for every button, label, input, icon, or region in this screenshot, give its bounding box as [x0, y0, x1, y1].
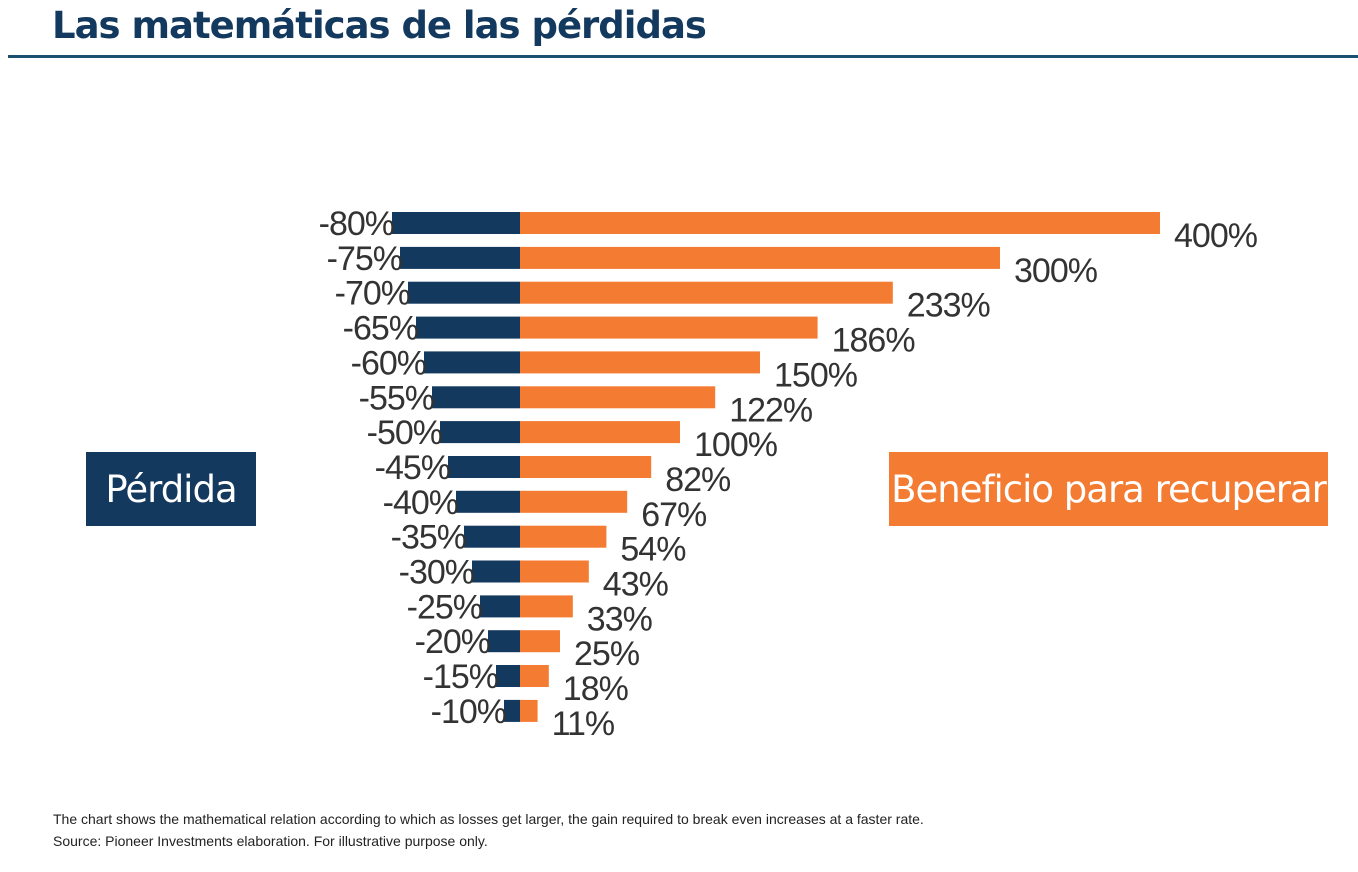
- gain-labels: 400% 300% 233%186%150%122%100%82%67%54%43%…: [552, 217, 1259, 743]
- legend-gain-label: Beneficio para recuperar: [889, 452, 1328, 526]
- gain-bar: [520, 212, 1160, 234]
- loss-bar: [496, 665, 520, 687]
- title-rule: [8, 55, 1358, 58]
- gain-label: 33%: [587, 600, 653, 638]
- loss-label: -65%: [343, 310, 419, 348]
- gain-label: 400%: [1174, 217, 1258, 255]
- gain-label: 100%: [694, 426, 778, 464]
- loss-bar: [448, 456, 520, 478]
- loss-label: -50%: [367, 414, 443, 452]
- loss-label: -10%: [431, 693, 507, 731]
- gain-label: 82%: [665, 461, 731, 499]
- loss-label: -60%: [351, 344, 427, 382]
- loss-label: -45%: [375, 449, 451, 487]
- loss-bar: [464, 525, 520, 548]
- gain-bar: [520, 456, 652, 478]
- gain-bar: [520, 525, 607, 548]
- loss-bar: [440, 421, 520, 444]
- loss-label: -20%: [415, 623, 491, 661]
- gain-bar: [520, 386, 716, 409]
- footnote-description: The chart shows the mathematical relatio…: [53, 811, 924, 827]
- loss-label: -35%: [391, 519, 467, 557]
- gain-label: 18%: [563, 670, 629, 708]
- loss-bars: [392, 212, 520, 722]
- loss-label: -70%: [335, 275, 411, 313]
- gain-bar: [520, 595, 573, 618]
- loss-label: -55%: [359, 379, 435, 417]
- loss-bar: [392, 212, 520, 234]
- loss-bar: [408, 281, 520, 304]
- loss-label: -15%: [423, 658, 499, 696]
- loss-bar: [480, 595, 520, 618]
- diverging-bar-chart: -80%-75%-70%-65%-60%-55%-50%-45%-40%-35%…: [319, 205, 1259, 743]
- gain-label: 11%: [552, 705, 615, 743]
- gain-label: 233%: [907, 287, 991, 325]
- loss-bar: [488, 630, 520, 653]
- legend-loss-label: Pérdida: [86, 452, 256, 526]
- gain-bar: [520, 490, 628, 513]
- footnote-source: Source: Pioneer Investments elaboration.…: [53, 833, 488, 849]
- gain-label: 300%: [1014, 252, 1098, 290]
- gain-label: 67%: [641, 496, 707, 534]
- loss-bar: [424, 351, 520, 374]
- loss-label: -25%: [407, 588, 483, 626]
- gain-bar: [520, 246, 1000, 269]
- gain-label: 43%: [603, 566, 669, 604]
- loss-bar: [400, 246, 520, 269]
- gain-bar: [520, 421, 680, 444]
- loss-bar: [432, 386, 520, 409]
- loss-label: -40%: [383, 484, 459, 522]
- loss-label: -80%: [319, 205, 395, 243]
- gain-bar: [520, 665, 549, 687]
- gain-label: 186%: [832, 322, 916, 360]
- loss-label: -30%: [399, 554, 475, 592]
- loss-labels: -80%-75%-70%-65%-60%-55%-50%-45%-40%-35%…: [319, 205, 508, 731]
- loss-bar: [472, 560, 520, 583]
- gain-bar: [520, 630, 560, 653]
- loss-bar: [456, 490, 520, 513]
- gain-label: 122%: [729, 391, 813, 429]
- gain-label: 25%: [574, 635, 640, 673]
- loss-label: -75%: [327, 240, 403, 278]
- loss-bar: [504, 699, 520, 722]
- gain-label: 150%: [774, 356, 858, 394]
- gain-bar: [520, 560, 589, 583]
- page-title: Las matemáticas de las pérdidas: [52, 4, 707, 47]
- gain-bar: [520, 316, 818, 339]
- gain-bars: [520, 212, 1160, 722]
- gain-bar: [520, 281, 893, 304]
- gain-label: 54%: [620, 531, 686, 569]
- gain-bar: [520, 699, 538, 722]
- loss-bar: [416, 316, 520, 339]
- gain-bar: [520, 351, 760, 374]
